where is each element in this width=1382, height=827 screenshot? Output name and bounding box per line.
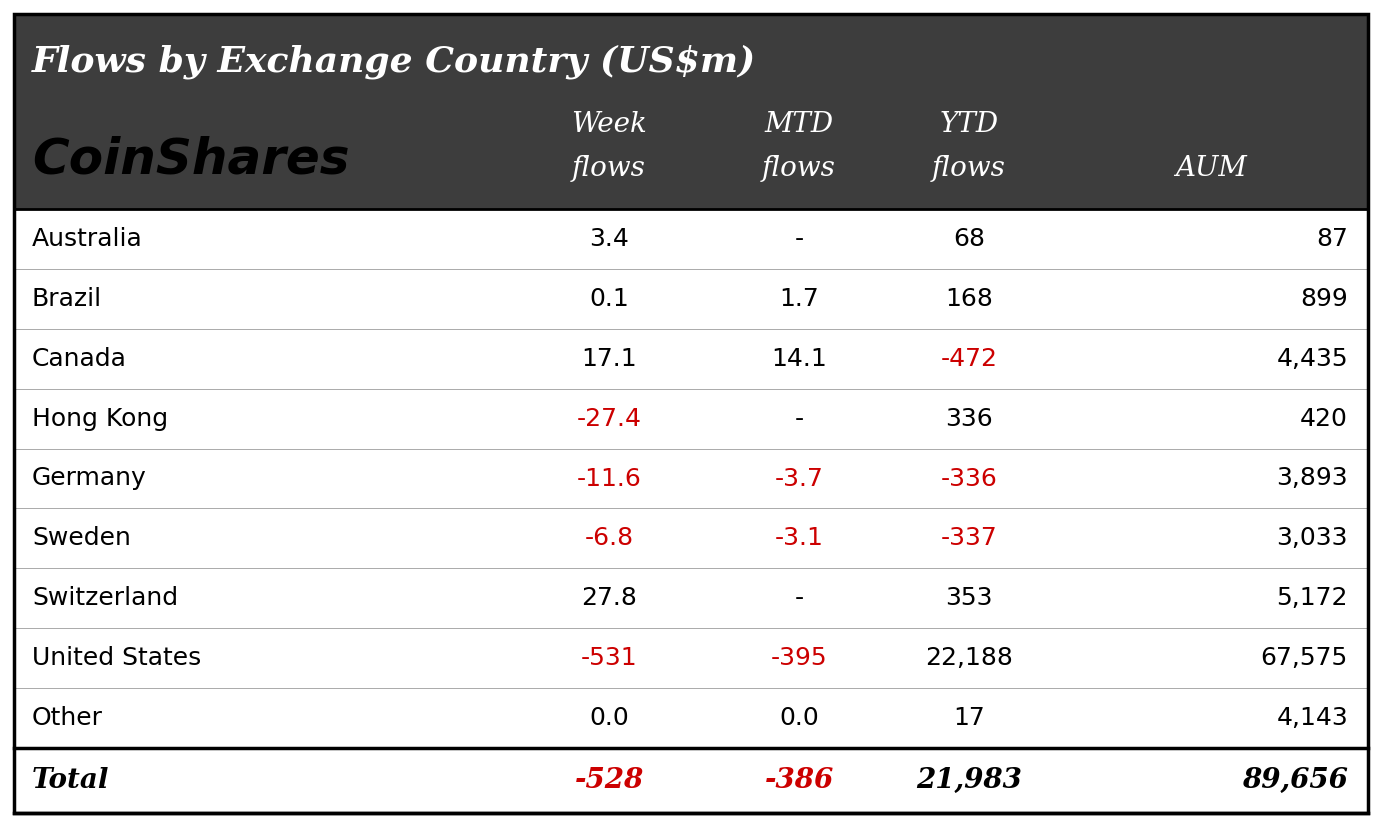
Text: Canada: Canada	[32, 347, 127, 370]
Text: 3,033: 3,033	[1277, 527, 1347, 551]
Text: Switzerland: Switzerland	[32, 586, 178, 610]
Text: flows: flows	[572, 155, 645, 183]
Text: 22,188: 22,188	[925, 646, 1013, 670]
Text: -395: -395	[771, 646, 828, 670]
Bar	[14, 14, 1368, 209]
Text: Brazil: Brazil	[32, 287, 102, 311]
Text: 353: 353	[945, 586, 992, 610]
Text: -528: -528	[575, 767, 644, 794]
Text: 0.0: 0.0	[779, 706, 820, 730]
Text: 89,656: 89,656	[1242, 767, 1347, 794]
Text: Week: Week	[571, 111, 647, 137]
Text: -3.1: -3.1	[774, 527, 824, 551]
Text: 0.0: 0.0	[589, 706, 629, 730]
Text: -386: -386	[764, 767, 833, 794]
Text: 4,143: 4,143	[1276, 706, 1347, 730]
Text: 67,575: 67,575	[1260, 646, 1347, 670]
Text: United States: United States	[32, 646, 202, 670]
Text: 68: 68	[954, 227, 985, 251]
Text: 1.7: 1.7	[779, 287, 820, 311]
Text: Australia: Australia	[32, 227, 142, 251]
Text: AUM: AUM	[1175, 155, 1247, 183]
Text: -27.4: -27.4	[576, 407, 641, 431]
Text: YTD: YTD	[940, 111, 999, 137]
Text: -6.8: -6.8	[585, 527, 633, 551]
Text: -3.7: -3.7	[774, 466, 824, 490]
Text: 899: 899	[1300, 287, 1347, 311]
Text: CoinShares: CoinShares	[32, 135, 350, 183]
Text: 168: 168	[945, 287, 992, 311]
Text: Hong Kong: Hong Kong	[32, 407, 169, 431]
Text: 3.4: 3.4	[589, 227, 629, 251]
Text: Flows by Exchange Country (US$m): Flows by Exchange Country (US$m)	[32, 45, 756, 79]
Text: 14.1: 14.1	[771, 347, 826, 370]
Text: flows: flows	[931, 155, 1006, 183]
Text: -336: -336	[941, 466, 998, 490]
Text: 336: 336	[945, 407, 992, 431]
Text: 0.1: 0.1	[589, 287, 629, 311]
Text: 17.1: 17.1	[582, 347, 637, 370]
Text: -: -	[795, 407, 803, 431]
Text: -531: -531	[580, 646, 637, 670]
Text: 27.8: 27.8	[580, 586, 637, 610]
Text: Other: Other	[32, 706, 104, 730]
Text: 3,893: 3,893	[1277, 466, 1347, 490]
Text: Total: Total	[32, 767, 109, 794]
Text: -: -	[795, 586, 803, 610]
Text: 17: 17	[954, 706, 985, 730]
Text: Sweden: Sweden	[32, 527, 131, 551]
Text: 21,983: 21,983	[916, 767, 1021, 794]
Text: 420: 420	[1300, 407, 1347, 431]
Text: MTD: MTD	[764, 111, 833, 137]
Text: -337: -337	[941, 527, 998, 551]
Text: 4,435: 4,435	[1277, 347, 1347, 370]
Text: -472: -472	[941, 347, 998, 370]
Text: flows: flows	[761, 155, 836, 183]
Text: 5,172: 5,172	[1277, 586, 1347, 610]
Bar	[14, 14, 1368, 813]
Text: -11.6: -11.6	[576, 466, 641, 490]
Text: Germany: Germany	[32, 466, 146, 490]
Text: -: -	[795, 227, 803, 251]
Text: 87: 87	[1316, 227, 1347, 251]
